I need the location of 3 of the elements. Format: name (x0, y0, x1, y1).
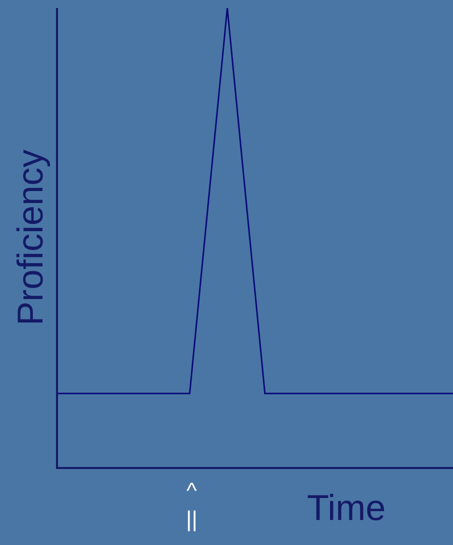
x-axis-title: Time (307, 487, 386, 528)
y-axis-title: Proficiency (9, 149, 50, 326)
text: ^ || (186, 478, 198, 532)
